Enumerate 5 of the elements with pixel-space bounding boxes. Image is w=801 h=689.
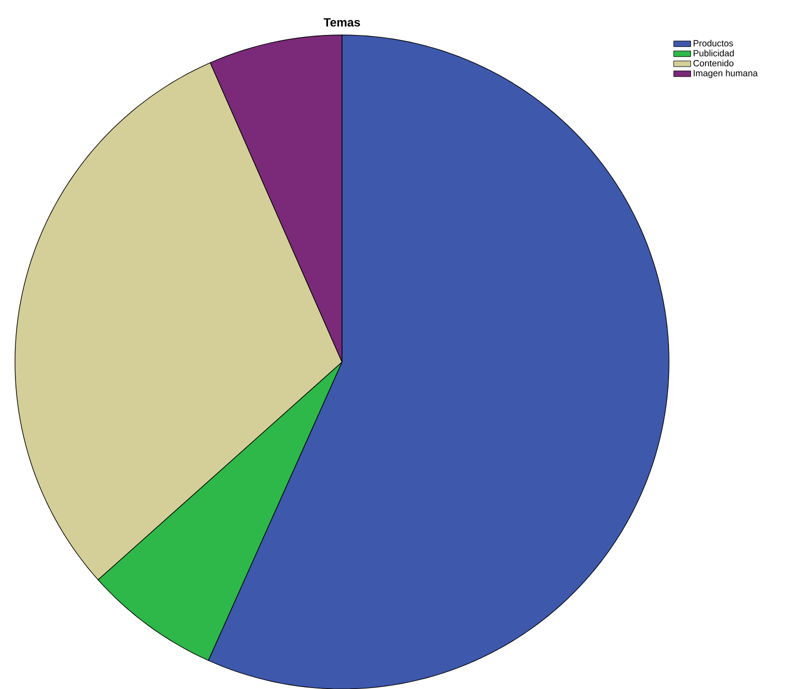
legend-label: Publicidad <box>694 50 734 56</box>
legend-label: Imagen humana <box>694 70 758 78</box>
chart-title: Temas <box>324 18 360 27</box>
legend-label: Contenido <box>693 60 734 66</box>
legend-label: Productos <box>694 40 734 46</box>
